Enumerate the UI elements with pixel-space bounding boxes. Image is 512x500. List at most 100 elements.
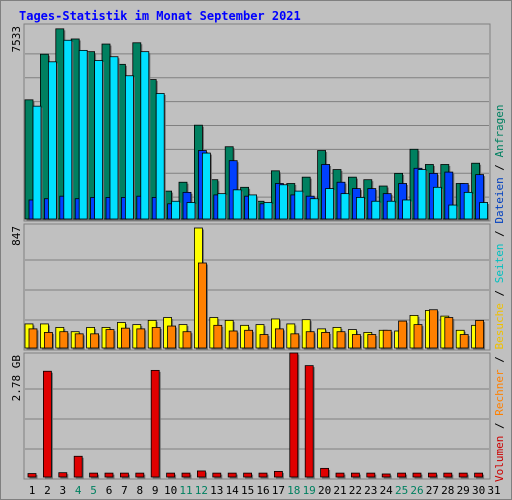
x-label-day-8: 8 <box>136 484 143 497</box>
bar-rechner-day-18 <box>290 333 301 350</box>
bar-rechner-day-24 <box>382 329 393 350</box>
bar-volumen-day-11 <box>181 472 192 479</box>
legend-part-5: / <box>493 283 506 303</box>
y-max-label: 847 <box>10 226 23 246</box>
bar-seiten-day-6 <box>109 56 120 221</box>
x-label-day-14: 14 <box>226 484 240 497</box>
x-label-day-20: 20 <box>318 484 331 497</box>
bar-seiten-day-18 <box>294 190 305 221</box>
bar-rechner-day-3 <box>59 331 70 350</box>
bar-rechner-day-13 <box>213 324 224 350</box>
panel-bottom: 2.78 GB <box>10 352 491 480</box>
legend-part-1: / <box>493 416 506 436</box>
bar-rechner-day-10 <box>167 325 178 350</box>
legend-part-4: Besuche <box>493 303 506 349</box>
bar-volumen-day-5 <box>89 472 100 479</box>
legend-part-3: / <box>493 350 506 370</box>
bar-volumen-day-17 <box>273 470 284 479</box>
x-label-day-30: 30 <box>472 484 485 497</box>
x-label-day-23: 23 <box>364 484 377 497</box>
bar-volumen-day-27 <box>427 472 438 479</box>
bar-volumen-day-20 <box>320 467 331 479</box>
x-label-day-22: 22 <box>349 484 362 497</box>
legend-part-10: Anfragen <box>493 104 506 157</box>
bar-volumen-day-9 <box>150 369 161 479</box>
bar-volumen-day-25 <box>397 472 408 479</box>
bar-volumen-day-30 <box>474 472 485 479</box>
bar-rechner-day-29 <box>459 334 470 350</box>
chart-title: Tages-Statistik im Monat September 2021 <box>19 9 301 23</box>
bar-rechner-day-2 <box>44 332 54 350</box>
bar-volumen-day-10 <box>166 472 177 479</box>
bar-rechner-day-17 <box>274 328 285 350</box>
legend-part-8: Dateien <box>493 177 506 223</box>
y-max-label: 2.78 GB <box>10 355 23 402</box>
bar-rechner-day-7 <box>121 327 131 350</box>
x-label-day-25: 25 <box>395 484 408 497</box>
legend-part-0: Volumen <box>493 436 506 482</box>
bar-volumen-day-14 <box>227 472 238 479</box>
bar-seiten-day-10 <box>171 200 182 221</box>
bar-rechner-day-8 <box>136 328 147 350</box>
bar-volumen-day-22 <box>350 472 361 479</box>
bar-volumen-day-13 <box>212 472 223 479</box>
bar-volumen-day-2 <box>43 370 53 479</box>
x-label-day-28: 28 <box>441 484 454 497</box>
x-label-day-16: 16 <box>256 484 269 497</box>
x-label-day-2: 2 <box>44 484 51 497</box>
bar-rechner-day-21 <box>336 331 347 350</box>
bar-rechner-day-6 <box>105 329 116 350</box>
bar-volumen-day-1 <box>27 473 38 479</box>
x-label-day-17: 17 <box>272 484 285 497</box>
panel-middle: 847 <box>10 223 491 351</box>
x-label-day-9: 9 <box>152 484 159 497</box>
bar-seiten-day-27 <box>432 186 443 221</box>
bar-seiten-day-25 <box>402 199 413 221</box>
x-label-day-5: 5 <box>90 484 97 497</box>
chart-panels: 7533 847 2.78 GB <box>10 23 491 480</box>
panel-background <box>23 352 491 480</box>
x-label-day-7: 7 <box>121 484 128 497</box>
bar-rechner-day-11 <box>182 331 193 350</box>
bar-seiten-day-14 <box>232 189 243 221</box>
bar-seiten-day-8 <box>140 51 151 221</box>
bar-volumen-day-28 <box>443 472 454 479</box>
bar-seiten-day-5 <box>94 60 105 221</box>
bar-seiten-day-28 <box>448 204 459 221</box>
x-label-day-1: 1 <box>29 484 36 497</box>
legend-part-6: Seiten <box>493 244 506 284</box>
x-label-day-4: 4 <box>75 484 82 497</box>
bar-seiten-day-23 <box>371 200 382 221</box>
bar-seiten-day-16 <box>263 202 274 221</box>
bar-seiten-day-4 <box>78 49 89 221</box>
x-axis-labels: 1 2 3 4 5 6 7 8 9 10 11 12 13 14 15 16 17 18 19 20 21 22 23 24 2… <box>29 484 501 497</box>
bar-rechner-day-1 <box>28 328 39 350</box>
bar-volumen-day-12 <box>196 470 207 479</box>
x-label-day-12: 12 <box>195 484 208 497</box>
x-label-day-21: 21 <box>333 484 346 497</box>
bar-seiten-day-24 <box>386 200 397 221</box>
x-label-day-3: 3 <box>59 484 66 497</box>
bar-seiten-day-21 <box>340 193 351 221</box>
bar-seiten-day-17 <box>278 184 289 221</box>
bar-volumen-day-6 <box>104 472 115 479</box>
bar-seiten-day-26 <box>417 169 428 221</box>
legend-part-7: / <box>493 224 506 244</box>
bar-volumen-day-8 <box>135 472 146 479</box>
bar-volumen-day-23 <box>366 472 377 479</box>
x-label-day-13: 13 <box>210 484 223 497</box>
x-label-day-18: 18 <box>287 484 300 497</box>
bar-seiten-day-3 <box>63 39 74 221</box>
bar-rechner-day-14 <box>228 330 239 350</box>
x-label-day-10: 10 <box>164 484 177 497</box>
bar-rechner-day-9 <box>151 327 162 350</box>
bar-seiten-day-22 <box>355 197 366 221</box>
x-label-day-26: 26 <box>410 484 423 497</box>
x-label-day-15: 15 <box>241 484 254 497</box>
bar-seiten-day-2 <box>48 61 58 221</box>
legend-part-2: Rechner <box>493 369 506 416</box>
bar-seiten-day-1 <box>32 105 43 221</box>
bar-seiten-day-20 <box>325 188 336 221</box>
x-label-day-24: 24 <box>380 484 394 497</box>
